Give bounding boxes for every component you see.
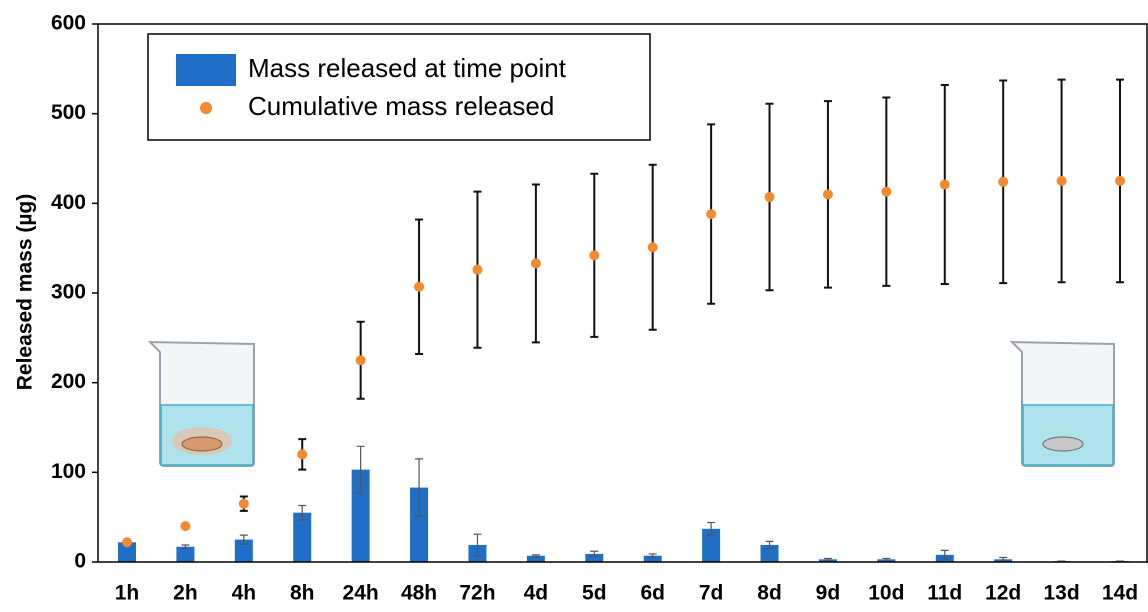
point: [530, 258, 541, 269]
point: [706, 209, 717, 220]
x-tick-label: 6d: [640, 582, 665, 605]
point: [238, 498, 249, 509]
x-tick-label: 24h: [343, 582, 379, 605]
point: [939, 179, 950, 190]
y-tick-label: 300: [51, 281, 86, 304]
point: [180, 521, 191, 532]
error-bar: [473, 533, 482, 557]
bar: [643, 555, 662, 562]
error-bar: [181, 544, 190, 550]
error-bar: [999, 556, 1008, 562]
bar: [176, 546, 195, 562]
bar: [293, 512, 312, 562]
x-tick-label: 4h: [232, 582, 257, 605]
x-tick-label: 14d: [1102, 582, 1138, 605]
plot-frame: [98, 23, 1148, 562]
point: [764, 192, 775, 203]
point: [1115, 175, 1125, 186]
y-tick-label: 100: [51, 460, 86, 483]
y-axis-label: Released mass (µg): [14, 194, 37, 391]
legend-label: Cumulative mass released: [248, 91, 554, 121]
error-bar: [940, 549, 949, 560]
x-tick-label: 7d: [699, 582, 724, 605]
y-tick-label: 200: [51, 370, 86, 393]
error-bar: [590, 550, 599, 558]
bar: [234, 539, 253, 562]
bar: [702, 528, 721, 562]
x-tick-label: 8d: [757, 582, 782, 605]
point: [647, 242, 658, 253]
error-bar: [707, 521, 716, 536]
bar: [585, 553, 604, 562]
x-tick-label: 1h: [115, 582, 140, 605]
x-tick-label: 2h: [173, 582, 198, 605]
point: [297, 449, 308, 460]
error-bar: [415, 458, 424, 517]
x-tick-label: 72h: [459, 582, 495, 605]
error-bar: [823, 557, 832, 561]
x-tick-label: 10d: [868, 582, 904, 605]
x-tick-label: 12d: [985, 582, 1021, 605]
legend-label: Mass released at time point: [248, 53, 567, 83]
error-bar: [531, 554, 540, 558]
beaker-left: [147, 340, 255, 467]
point: [414, 281, 425, 292]
legend-swatch: [200, 102, 212, 114]
y-tick-label: 400: [51, 191, 86, 214]
y-tick-label: 500: [51, 101, 86, 124]
point: [881, 186, 892, 197]
point: [122, 537, 132, 548]
point: [998, 176, 1009, 187]
legend-box: [147, 33, 651, 141]
error-bar: [298, 504, 307, 521]
error-bar: [765, 540, 774, 550]
x-tick-label: 11d: [927, 582, 962, 605]
bar: [118, 542, 136, 562]
point: [589, 250, 600, 261]
point: [1056, 175, 1067, 186]
error-bar: [239, 534, 248, 545]
point: [822, 189, 833, 200]
x-tick-label: 9d: [816, 582, 841, 605]
x-tick-label: 5d: [582, 582, 607, 605]
point: [355, 355, 366, 366]
x-tick-label: 48h: [401, 582, 437, 605]
bar: [410, 487, 429, 562]
x-tick-label: 8h: [290, 582, 315, 605]
point: [472, 264, 483, 275]
legend-swatch: [176, 54, 236, 86]
y-tick-label: 0: [74, 550, 86, 573]
y-tick-label: 600: [51, 12, 86, 35]
bar: [351, 469, 370, 562]
bar: [526, 555, 545, 562]
x-tick-label: 13d: [1043, 582, 1079, 605]
beaker-right: [1009, 340, 1115, 467]
error-bar: [648, 553, 657, 559]
bar: [760, 544, 779, 562]
error-bar: [356, 445, 365, 494]
error-bar: [882, 557, 891, 561]
x-tick-label: 4d: [524, 582, 549, 605]
